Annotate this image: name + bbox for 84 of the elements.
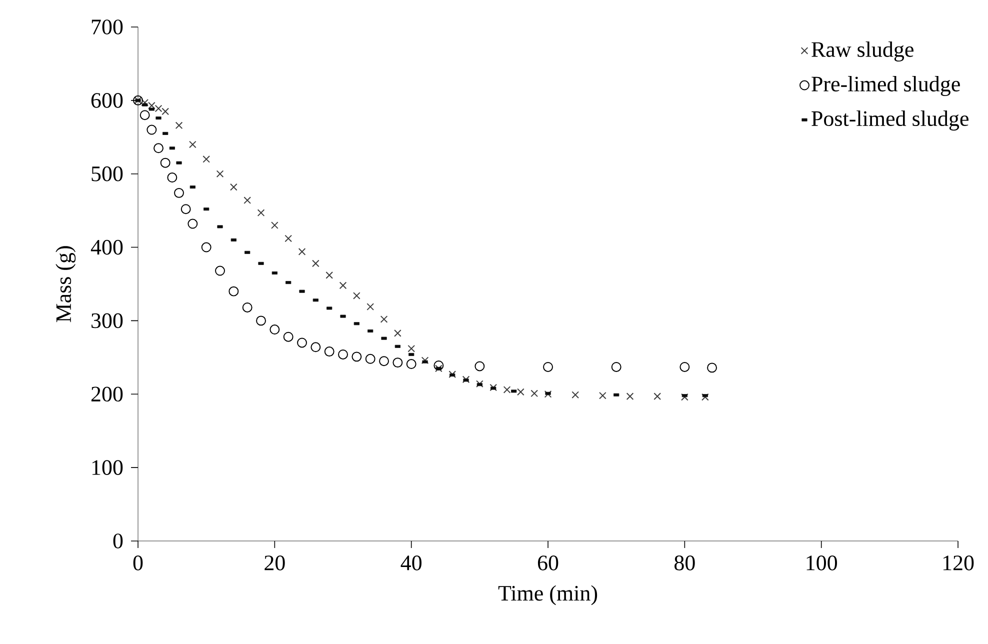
x-tick-label: 40 [400, 556, 422, 570]
point [681, 393, 688, 401]
y-tick-label: 700 [92, 20, 123, 34]
point [324, 346, 334, 357]
point [201, 242, 212, 252]
point [297, 338, 307, 348]
legend-label: Post-limed sludge [812, 110, 968, 131]
y-axis-title: Mass (g) [56, 246, 76, 322]
point [366, 303, 374, 310]
point [702, 393, 709, 401]
x-tick-label: 0 [133, 556, 143, 570]
point [503, 386, 511, 394]
point [406, 359, 416, 370]
point [530, 390, 538, 398]
y-tick-label: 600 [91, 93, 123, 108]
point [189, 140, 196, 148]
point [544, 390, 552, 398]
point [215, 266, 225, 276]
point [167, 172, 178, 182]
point [271, 222, 278, 229]
point [244, 196, 252, 204]
x-tick-label: 60 [538, 556, 558, 570]
point [188, 218, 198, 229]
point [312, 260, 320, 268]
point [352, 352, 362, 362]
point [146, 124, 157, 135]
point [435, 364, 442, 372]
x-tick-label: 80 [674, 556, 695, 570]
point [421, 356, 429, 364]
point [408, 344, 416, 352]
y-tick-label: 100 [92, 460, 123, 475]
point [339, 282, 347, 290]
point [572, 391, 580, 399]
point [338, 349, 348, 360]
point [599, 392, 606, 400]
point [284, 234, 292, 242]
point [256, 316, 266, 326]
x-axis-title: Time (min) [498, 585, 598, 606]
point [365, 354, 376, 364]
point [680, 362, 690, 372]
point [160, 158, 170, 168]
point [434, 360, 444, 370]
point [543, 362, 553, 372]
point [257, 209, 265, 216]
point [392, 358, 403, 368]
point [298, 248, 306, 256]
point [380, 316, 388, 323]
point [326, 272, 334, 279]
legend-label: Pre-limed sludge [812, 76, 960, 96]
y-tick-label: 300 [92, 313, 123, 328]
point [140, 110, 150, 120]
point [474, 361, 485, 372]
point [228, 286, 239, 296]
y-tick-label: 0 [113, 534, 123, 548]
point [242, 302, 252, 312]
point [353, 292, 360, 300]
point [490, 384, 498, 392]
y-tick-label: 500 [92, 166, 123, 182]
point [175, 122, 183, 130]
y-tick-label: 200 [91, 386, 123, 402]
point [626, 392, 634, 400]
point [654, 392, 662, 400]
point [216, 170, 224, 178]
point [448, 370, 456, 378]
point [180, 204, 191, 214]
point [517, 388, 524, 396]
point [202, 155, 210, 163]
point [611, 362, 622, 372]
point [462, 376, 470, 384]
y-tick-label: 400 [90, 240, 123, 255]
legend-label: Raw sludge [812, 41, 914, 62]
point [230, 183, 238, 191]
point [476, 380, 484, 388]
x-tick-label: 100 [806, 556, 837, 570]
point [270, 324, 280, 334]
point [379, 356, 389, 366]
x-tick-label: 120 [943, 556, 974, 570]
point [154, 143, 164, 154]
point [174, 188, 184, 198]
point [394, 330, 402, 337]
point [283, 332, 294, 342]
point [310, 342, 321, 352]
x-tick-label: 20 [264, 556, 285, 570]
point [707, 362, 717, 373]
